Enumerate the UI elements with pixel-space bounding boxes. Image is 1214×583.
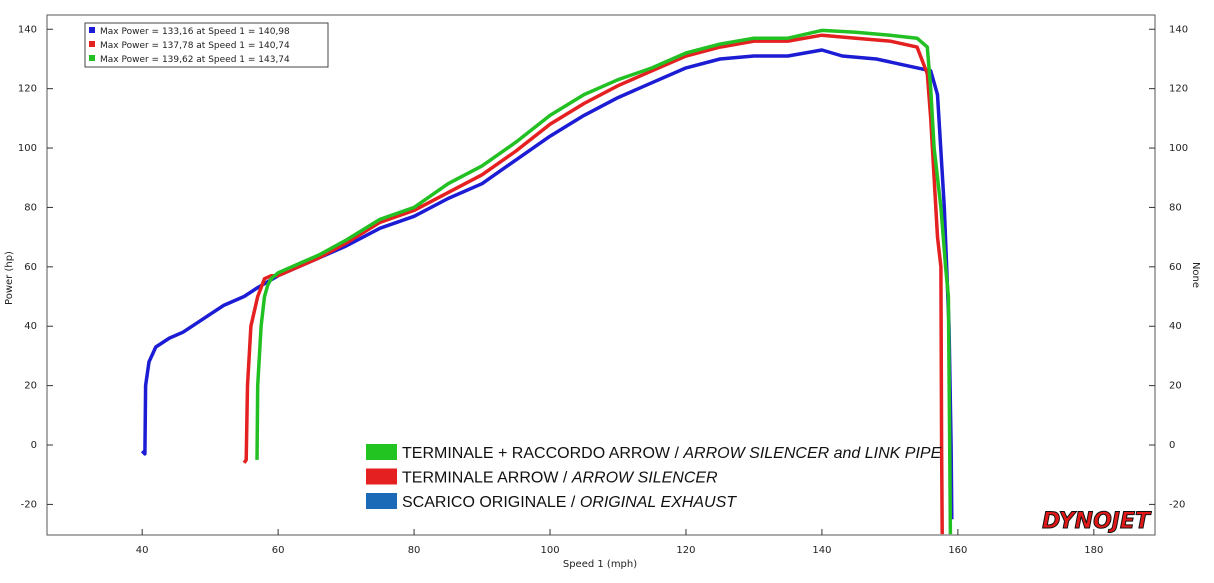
x-axis-label: Speed 1 (mph)	[563, 559, 637, 570]
legend-name: TERMINALE ARROW /	[402, 470, 568, 487]
y2-axis-label: None	[1190, 262, 1201, 288]
y2-tick-label: 20	[1169, 381, 1182, 392]
legend-swatch	[366, 468, 397, 485]
x-tick-label: 80	[408, 545, 421, 556]
legend-name-en: ARROW SILENCER and LINK PIPE	[682, 445, 941, 462]
legend-name: TERMINALE + RACCORDO ARROW /	[402, 445, 679, 462]
series-line	[242, 33, 944, 535]
y-tick-label: 0	[31, 440, 37, 451]
x-tick-label: 180	[1084, 545, 1103, 556]
x-tick-label: 120	[676, 545, 695, 556]
x-tick-label: 60	[272, 545, 285, 556]
series-line	[255, 28, 953, 535]
legend-name-en: ORIGINAL EXHAUST	[580, 494, 737, 511]
y-tick-label: 120	[18, 84, 37, 95]
lines	[140, 28, 954, 535]
y-tick-label: 80	[24, 202, 37, 213]
legend-name: SCARICO ORIGINALE /	[402, 494, 576, 511]
series-line	[140, 48, 954, 520]
x-tick-label: 160	[948, 545, 967, 556]
legend-swatch	[366, 444, 397, 460]
max-legend-swatch	[89, 55, 95, 61]
max-legend-text: Max Power = 133,16 at Speed 1 = 140,98	[100, 27, 290, 37]
y-tick-label: 20	[24, 381, 37, 392]
y-tick-label: -20	[21, 499, 37, 510]
legend-swatch	[366, 493, 397, 509]
y-tick-label: 40	[24, 321, 37, 332]
legend-text: TERMINALE ARROW / ARROW SILENCER	[402, 470, 718, 487]
y2-tick-label: 120	[1169, 84, 1188, 95]
y2-tick-label: 80	[1169, 202, 1182, 213]
y2-tick-label: 0	[1169, 440, 1175, 451]
legend-text: SCARICO ORIGINALE / ORIGINAL EXHAUST	[402, 494, 737, 511]
x-tick-label: 40	[136, 545, 149, 556]
y-tick-label: 140	[18, 24, 37, 35]
max-legend-box	[84, 22, 329, 68]
max-legend-text: Max Power = 137,78 at Speed 1 = 140,74	[100, 41, 290, 51]
max-legend-text: Max Power = 139,62 at Speed 1 = 143,74	[100, 55, 290, 65]
y-axis-label: Power (hp)	[4, 251, 15, 305]
logo: DYNOJET	[1042, 509, 1152, 534]
x-tick-label: 100	[540, 545, 559, 556]
x-tick-label: 140	[812, 545, 831, 556]
y2-tick-label: 140	[1169, 24, 1188, 35]
y2-tick-label: 40	[1169, 321, 1182, 332]
max-legend-swatch	[89, 41, 95, 47]
legend-text: TERMINALE + RACCORDO ARROW / ARROW SILEN…	[402, 445, 942, 462]
y2-tick-label: 60	[1169, 262, 1182, 273]
y2-tick-label: -20	[1169, 499, 1185, 510]
y2-tick-label: 100	[1169, 143, 1188, 154]
y-tick-label: 100	[18, 143, 37, 154]
y-tick-label: 60	[24, 262, 37, 273]
legend-name-en: ARROW SILENCER	[571, 470, 718, 487]
plot-area	[46, 14, 1156, 536]
max-legend-swatch	[89, 27, 95, 33]
